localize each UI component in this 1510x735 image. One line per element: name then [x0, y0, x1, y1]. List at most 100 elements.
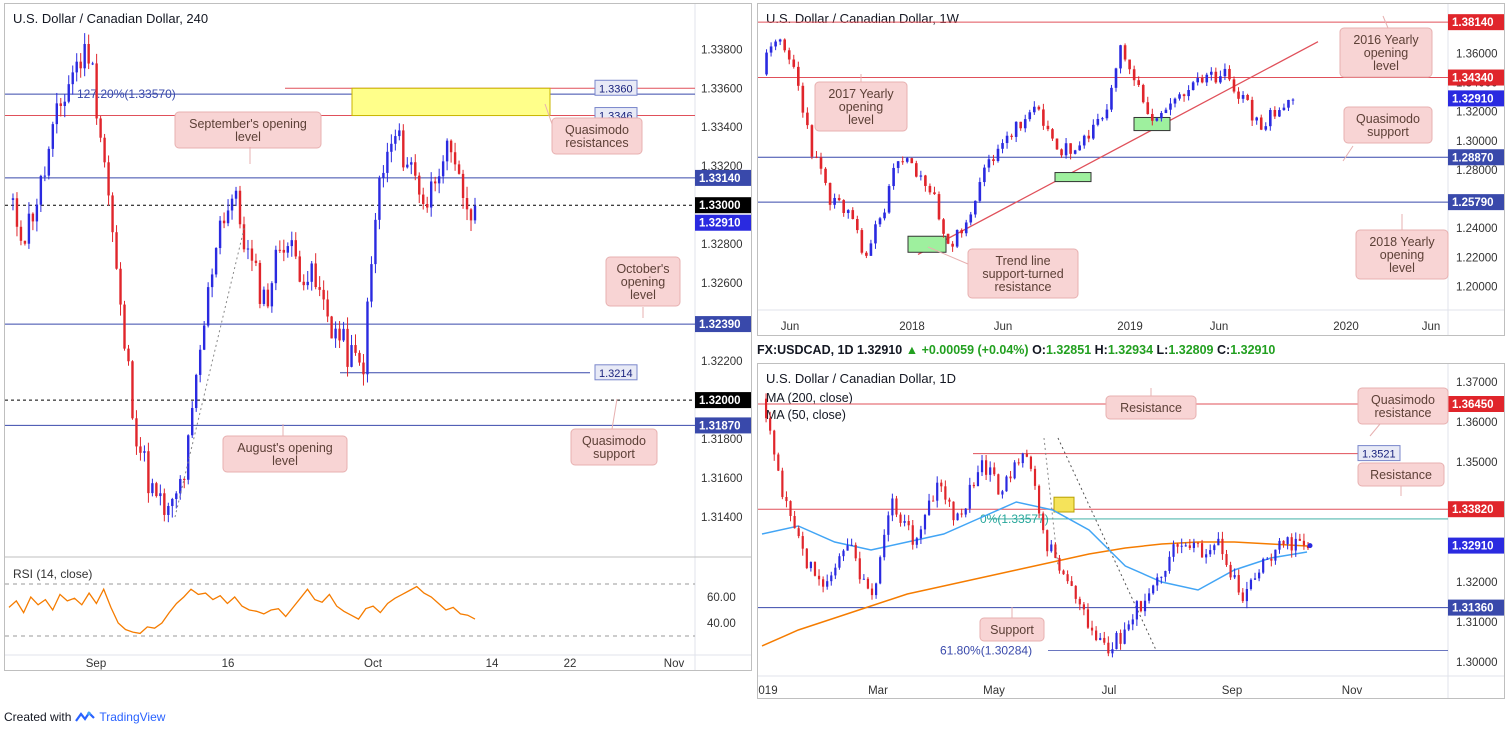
chart-weekly-candle	[1019, 121, 1022, 129]
y-tick-label: 1.36000	[1456, 48, 1498, 60]
chart-daily[interactable]: U.S. Dollar / Canadian Dollar, 1D 1.3700…	[758, 364, 1505, 699]
x-tick-label: Oct	[364, 658, 383, 670]
chart-weekly-candle	[783, 39, 786, 51]
chart-weekly-candle	[1023, 119, 1027, 129]
chart-daily-candle	[968, 484, 971, 509]
chart-weekly-candle	[1037, 106, 1041, 110]
chart-4h-candle	[39, 175, 43, 205]
chart-daily-candle	[1009, 476, 1012, 479]
chart-daily-candle	[1225, 554, 1228, 565]
tradingview-logo-icon	[75, 711, 96, 722]
chart-weekly-candle	[1051, 129, 1054, 139]
y-tick-label: 1.22000	[1456, 252, 1498, 264]
symbol-label: FX:USDCAD, 1D	[757, 343, 854, 357]
axis-label-13291-bg	[1448, 90, 1504, 107]
callout-2017-text: 2017 Yearly	[828, 87, 894, 101]
axis-label-13291: 1.32910	[1452, 541, 1494, 553]
chart-weekly-candle	[1146, 102, 1150, 115]
chart-weekly-candle	[1164, 109, 1168, 114]
chart-weekly[interactable]: U.S. Dollar / Canadian Dollar, 1W 1.3600…	[758, 4, 1505, 336]
chart-4h-candle	[358, 352, 361, 363]
chart-4h-candle	[418, 175, 421, 195]
x-tick-label: Jul	[1102, 685, 1117, 697]
callout-qm-support-w-text: Quasimodo	[1356, 112, 1420, 126]
chart-4h-candle	[238, 190, 242, 225]
chart-daily-candle	[940, 482, 943, 487]
chart-daily-panel[interactable]: U.S. Dollar / Canadian Dollar, 1D 1.3700…	[757, 363, 1505, 699]
chart-daily-candle	[1147, 593, 1151, 601]
chart-4h-candle	[406, 164, 409, 168]
chart-weekly-candle	[1082, 135, 1086, 146]
chart-daily-candle	[993, 467, 996, 475]
x-tick-label: Sep	[86, 658, 106, 670]
x-tick-label: Jun	[1210, 321, 1229, 333]
y-tick-label: 1.24000	[1456, 223, 1498, 235]
chart-weekly-panel[interactable]: U.S. Dollar / Canadian Dollar, 1W 1.3600…	[757, 3, 1505, 336]
chart-weekly-candle	[1096, 118, 1100, 125]
x-tick-label: 22	[564, 658, 577, 670]
chart-daily-candle	[1168, 556, 1171, 571]
chart-daily-candle	[1205, 554, 1208, 558]
chart-weekly-candle	[865, 252, 868, 256]
chart-4h-candle	[258, 262, 262, 304]
chart-weekly-candle	[1287, 99, 1290, 108]
chart-daily-candle	[1209, 550, 1212, 555]
chart-weekly-candle	[887, 186, 891, 213]
support-zone-green	[907, 235, 947, 253]
x-tick-label: Nov	[1342, 685, 1363, 697]
chart-weekly-candle	[1001, 143, 1004, 149]
legend-item: MA (200, close)	[766, 391, 853, 405]
chart-weekly-candle	[910, 158, 914, 164]
chart-daily-candle	[1266, 558, 1269, 560]
chart-4h-candle	[338, 328, 341, 341]
chart-weekly-candle	[1214, 71, 1218, 83]
chart-weekly-candle	[1033, 106, 1036, 113]
axis-label-13200-bg	[695, 392, 751, 409]
chart-daily-candle	[781, 470, 784, 497]
chart-4h-candle	[378, 177, 381, 220]
chart-daily-candle	[846, 545, 849, 551]
callout-october-text: opening	[621, 275, 666, 289]
chart-4h-candle	[75, 61, 78, 73]
chart-daily-candle	[927, 500, 931, 515]
tradingview-link[interactable]: TradingView	[99, 710, 166, 724]
chart-4h-candle	[346, 328, 349, 367]
chart-weekly-candle	[810, 125, 814, 157]
chart-daily-candle	[907, 521, 910, 526]
x-tick-label: 16	[222, 658, 235, 670]
chart-daily-candle	[997, 474, 1000, 495]
chart-4h-candle	[19, 226, 23, 241]
chart-daily-candle	[777, 454, 780, 471]
up-triangle-icon: ▲	[905, 343, 919, 357]
chart-daily-candle	[1294, 538, 1297, 551]
callout-trendline-text: resistance	[995, 280, 1052, 294]
x-tick-label: Nov	[664, 658, 685, 670]
chart-4h-panel[interactable]: U.S. Dollar / Canadian Dollar, 240 1.338…	[4, 3, 752, 671]
y-tick-label: 1.30000	[1456, 657, 1498, 669]
chart-daily-candle	[1062, 570, 1065, 575]
axis-label-13645: 1.36450	[1452, 399, 1494, 411]
chart-4h-candle	[274, 249, 278, 284]
chart-weekly-candle	[1273, 110, 1277, 117]
chart-4h-candle	[322, 289, 325, 300]
chart-4h-candle	[175, 493, 178, 499]
chart-4h[interactable]: U.S. Dollar / Canadian Dollar, 240 1.338…	[5, 4, 752, 671]
chart-4h-candle	[278, 249, 282, 251]
chart-daily-candle	[854, 544, 857, 559]
rsi-label: RSI (14, close)	[13, 567, 92, 581]
chart-4h-candle	[318, 287, 321, 290]
quasimodo-resistance-zone	[351, 87, 551, 117]
callout-trendline-box	[967, 248, 1079, 299]
chart-daily-candle	[1152, 585, 1155, 594]
y-tick-label: 1.35000	[1456, 457, 1498, 469]
chart-daily-candle	[879, 557, 882, 584]
chart-4h-candle	[445, 140, 449, 162]
rsi-tick-label: 40.00	[707, 618, 736, 630]
low-label: L:	[1156, 343, 1169, 357]
chart-daily-candle	[1290, 537, 1293, 551]
chart-4h-candle	[139, 446, 142, 453]
chart-4h-candle	[362, 362, 365, 375]
price-close: 1.32910	[857, 343, 903, 357]
chart-daily-candle	[1262, 558, 1265, 573]
chart-daily-candle	[911, 525, 914, 545]
